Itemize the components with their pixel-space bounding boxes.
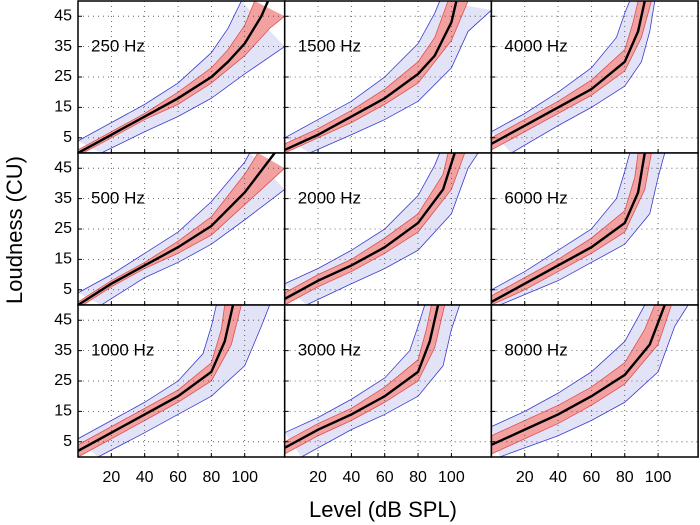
median-line — [491, 153, 646, 304]
median-line — [78, 153, 276, 305]
x-tick-label: 20 — [309, 469, 327, 486]
y-tick-label: 15 — [54, 99, 72, 116]
y-tick-label: 35 — [54, 342, 72, 359]
median-line — [78, 305, 235, 452]
y-tick-label: 25 — [54, 372, 72, 389]
band-edge — [491, 305, 646, 427]
x-tick-label: 20 — [516, 469, 534, 486]
y-tick-label: 35 — [54, 190, 72, 207]
y-tick-label: 5 — [63, 433, 72, 450]
band-edge — [284, 305, 432, 443]
y-tick-label: 25 — [54, 68, 72, 85]
band — [491, 1, 655, 153]
panel — [491, 1, 699, 153]
panel-title: 1000 Hz — [91, 340, 154, 359]
band-edge — [78, 1, 256, 151]
panel-title: 2000 Hz — [298, 188, 361, 207]
y-tick-label: 45 — [54, 159, 72, 176]
y-tick-label: 15 — [54, 403, 72, 420]
band-edge — [78, 153, 259, 303]
x-tick-label: 60 — [583, 469, 601, 486]
panel-title: 8000 Hz — [504, 340, 567, 359]
band-edge — [78, 1, 242, 142]
median-line — [491, 305, 666, 446]
panel-title: 6000 Hz — [504, 188, 567, 207]
panel-title: 500 Hz — [91, 188, 145, 207]
band — [78, 153, 285, 305]
panel — [78, 153, 285, 305]
x-tick-label: 60 — [169, 469, 187, 486]
panel-title: 3000 Hz — [298, 340, 361, 359]
x-tick-label: 80 — [616, 469, 634, 486]
band — [491, 153, 652, 305]
x-tick-label: 80 — [409, 469, 427, 486]
band-edge — [78, 305, 242, 457]
band-edge — [499, 153, 666, 305]
band-edge — [78, 153, 251, 294]
band — [491, 305, 672, 454]
y-tick-label: 25 — [54, 220, 72, 237]
band-edge — [97, 305, 271, 457]
y-tick-label: 5 — [63, 129, 72, 146]
band — [491, 153, 665, 305]
band-edge — [82, 15, 285, 153]
band-edge — [284, 1, 469, 153]
median-line — [491, 1, 646, 145]
x-tick-label: 40 — [342, 469, 360, 486]
panel — [284, 305, 492, 457]
y-tick-label: 15 — [54, 251, 72, 268]
panel — [78, 1, 285, 153]
band-edge — [301, 305, 461, 457]
band — [78, 1, 285, 153]
x-tick-label: 40 — [136, 469, 154, 486]
x-tick-label: 40 — [549, 469, 567, 486]
y-axis-label: Loudness (CU) — [2, 156, 27, 304]
panel — [284, 153, 492, 305]
panel — [491, 153, 699, 305]
band — [78, 1, 285, 153]
band-edge — [491, 1, 631, 133]
band-edge — [491, 1, 639, 139]
x-axis-label: Level (dB SPL) — [309, 497, 457, 522]
median-line — [284, 305, 440, 449]
panel — [284, 1, 492, 153]
y-tick-label: 5 — [63, 281, 72, 298]
panel-title: 250 Hz — [91, 36, 145, 55]
y-tick-label: 45 — [54, 7, 72, 24]
panel-title: 1500 Hz — [298, 36, 361, 55]
panel-frame — [490, 304, 699, 458]
y-tick-label: 45 — [54, 311, 72, 328]
median-line — [284, 1, 458, 152]
x-tick-label: 80 — [202, 469, 220, 486]
x-tick-label: 100 — [438, 469, 465, 486]
panel — [491, 305, 699, 457]
band-edge — [101, 189, 285, 305]
panel-title: 4000 Hz — [504, 36, 567, 55]
band — [284, 153, 479, 305]
x-tick-label: 100 — [231, 469, 258, 486]
band-edge — [284, 305, 426, 434]
x-tick-label: 100 — [645, 469, 672, 486]
y-tick-label: 35 — [54, 38, 72, 55]
band-edge — [284, 1, 449, 145]
x-tick-label: 60 — [376, 469, 394, 486]
median-line — [284, 153, 456, 300]
band-edge — [101, 46, 285, 153]
median-line — [78, 1, 270, 153]
panel — [78, 305, 285, 457]
x-tick-label: 20 — [102, 469, 120, 486]
